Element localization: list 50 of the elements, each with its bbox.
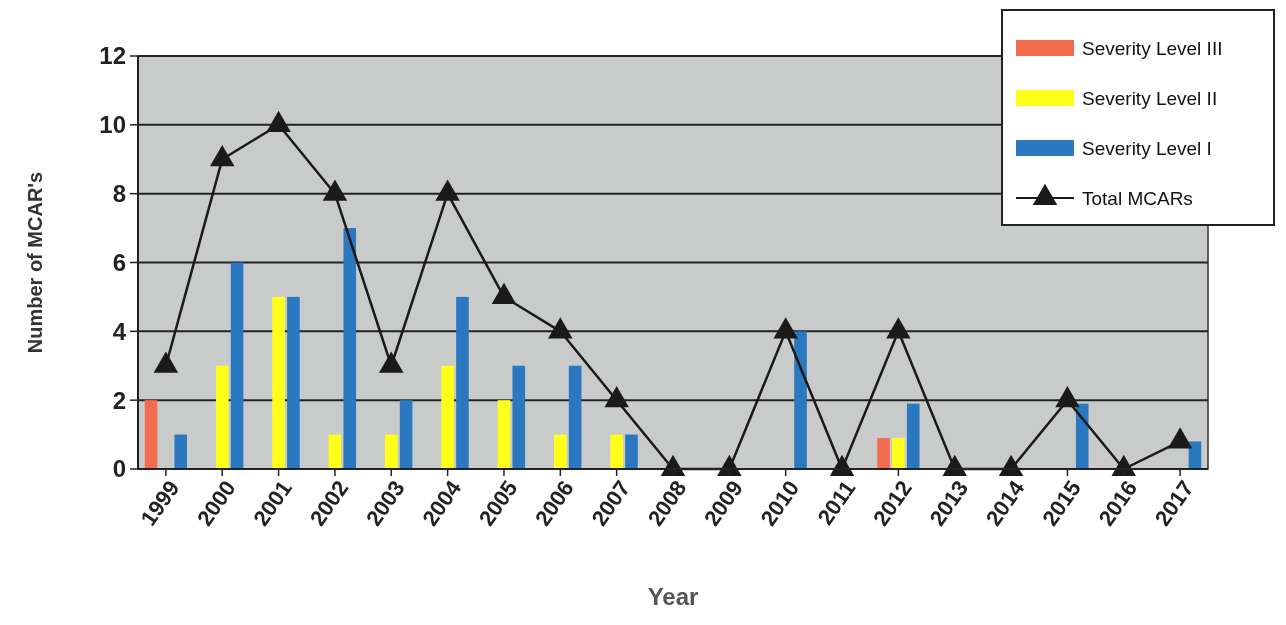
point: [266, 110, 291, 132]
bar: [877, 438, 890, 469]
y-tick-label: 10: [99, 111, 126, 139]
y-tick-label: 0: [112, 455, 126, 483]
y-tick-label: 8: [112, 180, 126, 208]
point: [1055, 386, 1080, 408]
bar: [399, 400, 413, 469]
bar: [568, 365, 582, 469]
y-axis-title: Number of MCAR's: [24, 171, 46, 354]
bar: [441, 365, 454, 469]
point: [435, 179, 460, 201]
x-axis-title: Year: [647, 583, 699, 610]
bar: [287, 296, 300, 469]
y-tick-label: 6: [112, 248, 126, 276]
point: [379, 351, 404, 373]
bar: [174, 434, 188, 469]
point: [548, 317, 573, 339]
legend-label: Severity Level III: [1082, 37, 1223, 59]
point: [773, 317, 798, 339]
point: [322, 179, 348, 201]
bar: [906, 403, 920, 469]
bar: [230, 262, 244, 469]
bar: [215, 365, 229, 469]
bar: [1188, 441, 1202, 469]
bar: [328, 434, 342, 469]
point: [491, 282, 517, 304]
bar: [625, 434, 638, 469]
bar: [892, 438, 905, 469]
legend-label: Total MCARs: [1082, 187, 1193, 209]
bar: [512, 365, 526, 469]
point: [153, 351, 179, 373]
y-tick-label: 4: [112, 317, 127, 345]
y-tick-label: 12: [99, 42, 126, 70]
bar: [554, 434, 567, 469]
bar: [497, 400, 511, 469]
y-tick-label: 2: [112, 386, 126, 414]
point: [886, 317, 911, 339]
legend-label: Severity Level I: [1082, 137, 1212, 159]
point: [1167, 427, 1193, 449]
bar: [384, 434, 398, 469]
bar: [794, 331, 807, 469]
bar: [610, 434, 623, 469]
bar: [343, 228, 357, 469]
bar: [1075, 403, 1089, 469]
point: [604, 386, 629, 408]
bar: [144, 400, 158, 469]
bar: [456, 296, 469, 469]
point: [209, 145, 235, 167]
legend-label: Severity Level II: [1082, 87, 1218, 109]
bar: [272, 296, 285, 469]
